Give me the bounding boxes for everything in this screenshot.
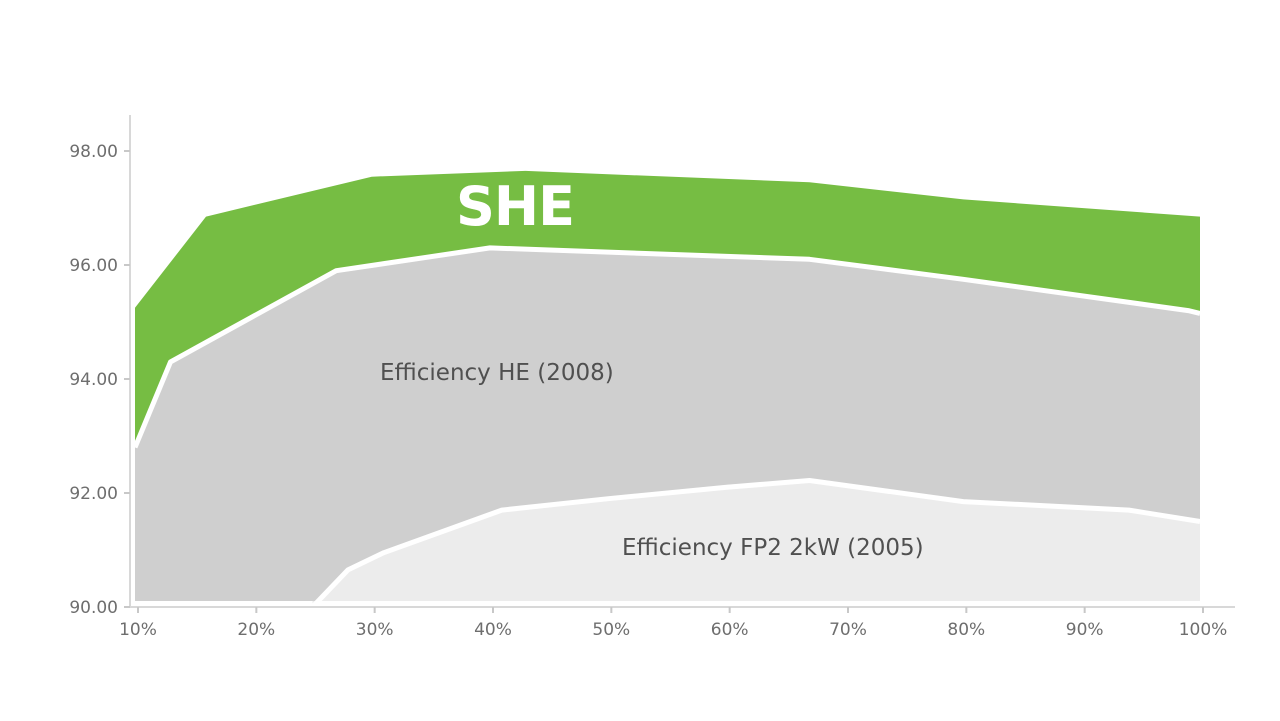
x-tick-label: 30% <box>356 620 394 640</box>
x-tick-label: 20% <box>237 620 275 640</box>
y-tick-label: 96.00 <box>69 256 118 276</box>
line-efficiency-he-2008 <box>132 245 1201 449</box>
area-she <box>135 170 1200 448</box>
chart-ticks: 90.00 92.00 94.00 96.00 98.00 10% 20% 30% 40% 50%… <box>69 142 1227 640</box>
she-logo: SHE <box>456 175 574 238</box>
area-efficiency-fp2-2kw-2005 <box>312 480 1200 607</box>
y-tick-label: 94.00 <box>69 370 118 390</box>
line-efficiency-fp2-2kw-2005 <box>310 478 1201 609</box>
x-tick-label: 10% <box>119 620 157 640</box>
x-tick-label: 80% <box>947 620 985 640</box>
y-tick-label: 98.00 <box>69 142 118 162</box>
chart-areas <box>132 170 1201 609</box>
x-tick-label: 60% <box>711 620 749 640</box>
x-tick-label: 40% <box>474 620 512 640</box>
y-tick-label: 92.00 <box>69 484 118 504</box>
y-tick-label: 90.00 <box>69 598 118 618</box>
chart-axes <box>129 115 1235 608</box>
x-tick-label: 90% <box>1066 620 1104 640</box>
x-tick-label: 100% <box>1179 620 1228 640</box>
x-tick-label: 70% <box>829 620 867 640</box>
series-label-fp2: Efficiency FP2 2kW (2005) <box>622 535 924 561</box>
x-tick-label: 50% <box>592 620 630 640</box>
series-label-he: Efficiency HE (2008) <box>380 360 614 386</box>
